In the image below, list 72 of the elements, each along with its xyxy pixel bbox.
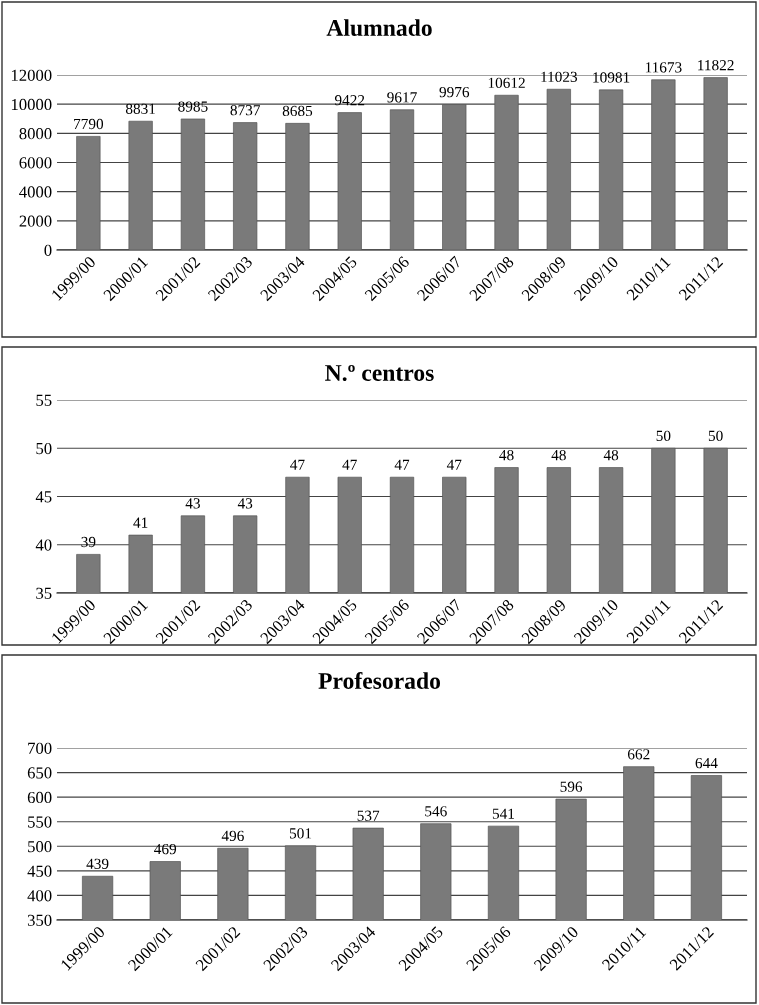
- data-label: 43: [185, 498, 200, 509]
- y-tick-label: 35: [36, 587, 52, 599]
- data-label: 43: [237, 498, 253, 509]
- y-tick-label: 350: [27, 914, 52, 926]
- data-label: 10981: [593, 72, 630, 83]
- data-label: 8737: [230, 105, 261, 116]
- bar: [180, 118, 206, 250]
- y-tick-label: 50: [36, 442, 52, 455]
- bar: [128, 120, 153, 250]
- data-label: 7790: [74, 118, 104, 130]
- y-tick-label: 8000: [19, 128, 52, 140]
- data-label: 439: [86, 858, 109, 869]
- data-label: 469: [154, 843, 177, 855]
- y-tick-label: 10000: [11, 98, 52, 111]
- y-tick-label: 650: [27, 767, 52, 779]
- data-label: 48: [499, 449, 514, 461]
- data-label: 11673: [645, 62, 682, 73]
- data-label: 47: [290, 459, 305, 470]
- data-label: 546: [425, 806, 447, 817]
- y-tick-label: 2000: [19, 215, 52, 227]
- data-label: 541: [492, 808, 515, 819]
- y-tick-label: 450: [27, 865, 52, 877]
- chart-title: Alumnado: [326, 19, 432, 36]
- bar: [703, 77, 728, 250]
- bar: [442, 104, 467, 250]
- data-label: 47: [446, 459, 462, 470]
- data-label: 50: [708, 430, 723, 441]
- bar: [76, 136, 101, 250]
- y-tick-label: 500: [28, 840, 52, 853]
- data-label: 39: [81, 536, 96, 548]
- y-tick-label: 600: [27, 791, 52, 804]
- data-label: 8685: [282, 105, 313, 117]
- y-tick-label: 700: [28, 742, 52, 754]
- data-label: 8985: [178, 101, 208, 112]
- data-label: 644: [695, 757, 718, 769]
- data-label: 48: [551, 449, 566, 461]
- bar: [389, 109, 415, 250]
- y-tick-label: 400: [27, 890, 52, 902]
- data-label: 48: [603, 449, 619, 461]
- y-tick-label: 550: [28, 816, 52, 828]
- data-label: 47: [394, 459, 410, 470]
- data-label: 47: [342, 459, 357, 470]
- y-tick-label: 45: [35, 491, 52, 503]
- bar: [337, 112, 362, 250]
- data-label: 501: [289, 828, 312, 839]
- bar: [494, 94, 519, 250]
- data-label: 41: [133, 517, 148, 528]
- data-label: 596: [560, 781, 583, 792]
- data-label: 9422: [334, 95, 365, 106]
- data-label: 10612: [488, 77, 525, 88]
- y-tick-label: 4000: [19, 186, 52, 198]
- y-tick-label: 40: [35, 539, 52, 551]
- chart-title: N.º centros: [325, 364, 434, 382]
- data-label: 662: [627, 749, 650, 760]
- bar: [546, 88, 571, 250]
- data-label: 50: [656, 430, 671, 441]
- y-tick-label: 12000: [11, 69, 52, 81]
- chart-title: Profesorado: [318, 672, 441, 689]
- bar: [651, 79, 676, 250]
- data-label: 11023: [541, 71, 578, 82]
- data-label: 8831: [125, 103, 155, 114]
- bar: [598, 89, 624, 250]
- data-label: 9617: [387, 92, 417, 103]
- data-label: 9976: [439, 86, 470, 98]
- y-tick-label: 6000: [19, 157, 52, 169]
- data-label: 11822: [698, 60, 734, 71]
- y-tick-label: 0: [44, 244, 52, 256]
- bar: [285, 122, 310, 250]
- data-label: 496: [221, 830, 244, 841]
- y-tick-label: 55: [36, 394, 52, 406]
- data-label: 537: [357, 810, 380, 821]
- bar: [233, 122, 258, 250]
